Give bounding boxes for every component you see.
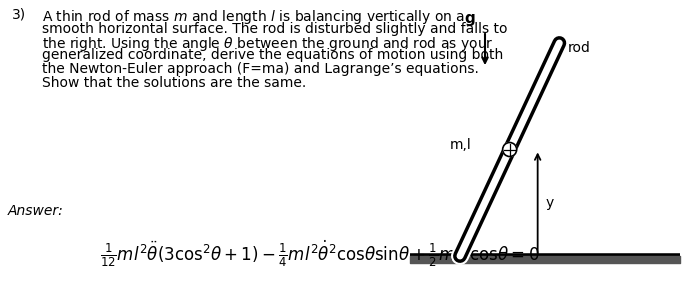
- Text: g: g: [464, 11, 475, 26]
- Text: y: y: [546, 196, 554, 210]
- Text: 3): 3): [12, 8, 26, 22]
- Text: $\frac{1}{12}ml^2\ddot{\theta}(3\mathrm{cos}^2\theta + 1) - \frac{1}{4}ml^2\dot{: $\frac{1}{12}ml^2\ddot{\theta}(3\mathrm{…: [100, 238, 540, 269]
- Text: Answer:: Answer:: [8, 204, 64, 218]
- Text: the right. Using the angle $\theta$ between the ground and rod as your: the right. Using the angle $\theta$ betw…: [42, 35, 494, 53]
- Text: A thin rod of mass $m$ and length $l$ is balancing vertically on a: A thin rod of mass $m$ and length $l$ is…: [42, 8, 465, 26]
- Text: the Newton-Euler approach (F=ma) and Lagrange’s equations.: the Newton-Euler approach (F=ma) and Lag…: [42, 62, 479, 76]
- Text: m,l: m,l: [449, 138, 471, 152]
- Text: rod: rod: [567, 41, 590, 55]
- Circle shape: [503, 142, 516, 156]
- Text: Show that the solutions are the same.: Show that the solutions are the same.: [42, 76, 306, 90]
- Text: generalized coordinate, derive the equations of motion using both: generalized coordinate, derive the equat…: [42, 49, 503, 63]
- Text: smooth horizontal surface. The rod is disturbed slightly and falls to: smooth horizontal surface. The rod is di…: [42, 21, 508, 35]
